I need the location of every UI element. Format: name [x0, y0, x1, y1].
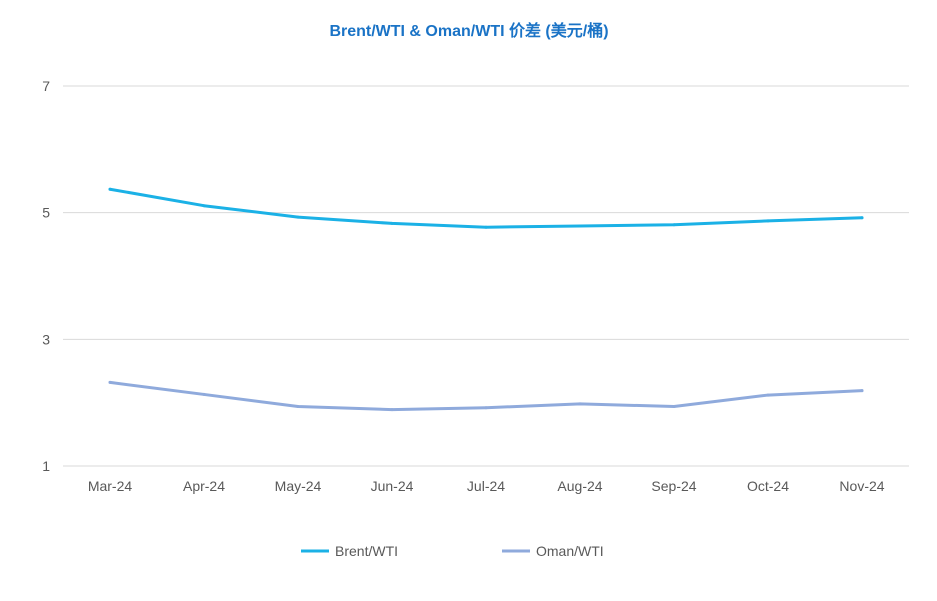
- data-point: [578, 224, 582, 228]
- data-point: [860, 389, 864, 393]
- legend: Brent/WTI Oman/WTI: [301, 543, 604, 559]
- series-line-oman-wti: [108, 380, 864, 412]
- data-point: [578, 402, 582, 406]
- y-tick-label: 7: [42, 78, 50, 94]
- data-point: [672, 223, 676, 227]
- x-tick-label: Mar-24: [88, 478, 133, 494]
- data-point: [202, 204, 206, 208]
- y-tick-label: 5: [42, 205, 50, 221]
- data-point: [296, 215, 300, 219]
- series-line-brent-wti: [108, 187, 864, 229]
- series-lines: [108, 187, 864, 412]
- data-point: [108, 187, 112, 191]
- legend-label: Brent/WTI: [335, 543, 398, 559]
- x-tick-label: Aug-24: [557, 478, 602, 494]
- data-point: [766, 393, 770, 397]
- data-point: [672, 404, 676, 408]
- y-tick-label: 3: [42, 331, 50, 347]
- x-tick-label: May-24: [275, 478, 322, 494]
- x-tick-label: Jun-24: [371, 478, 414, 494]
- data-point: [202, 392, 206, 396]
- x-axis-ticks: Mar-24 Apr-24 May-24 Jun-24 Jul-24 Aug-24 Sep-…: [88, 478, 885, 494]
- x-tick-label: Sep-24: [651, 478, 696, 494]
- legend-label: Oman/WTI: [536, 543, 604, 559]
- data-point: [390, 221, 394, 225]
- data-point: [860, 216, 864, 220]
- data-point: [484, 406, 488, 410]
- data-point: [766, 219, 770, 223]
- y-axis-ticks: 1 3 5 7: [42, 78, 50, 474]
- y-tick-label: 1: [42, 458, 50, 474]
- gridlines: [63, 85, 909, 467]
- chart-title: Brent/WTI & Oman/WTI 价差 (美元/桶): [329, 21, 608, 40]
- data-point: [390, 408, 394, 412]
- x-tick-label: Jul-24: [467, 478, 505, 494]
- data-point: [296, 404, 300, 408]
- x-tick-label: Apr-24: [183, 478, 225, 494]
- x-tick-label: Nov-24: [839, 478, 884, 494]
- data-point: [484, 225, 488, 229]
- data-point: [108, 380, 112, 384]
- x-tick-label: Oct-24: [747, 478, 789, 494]
